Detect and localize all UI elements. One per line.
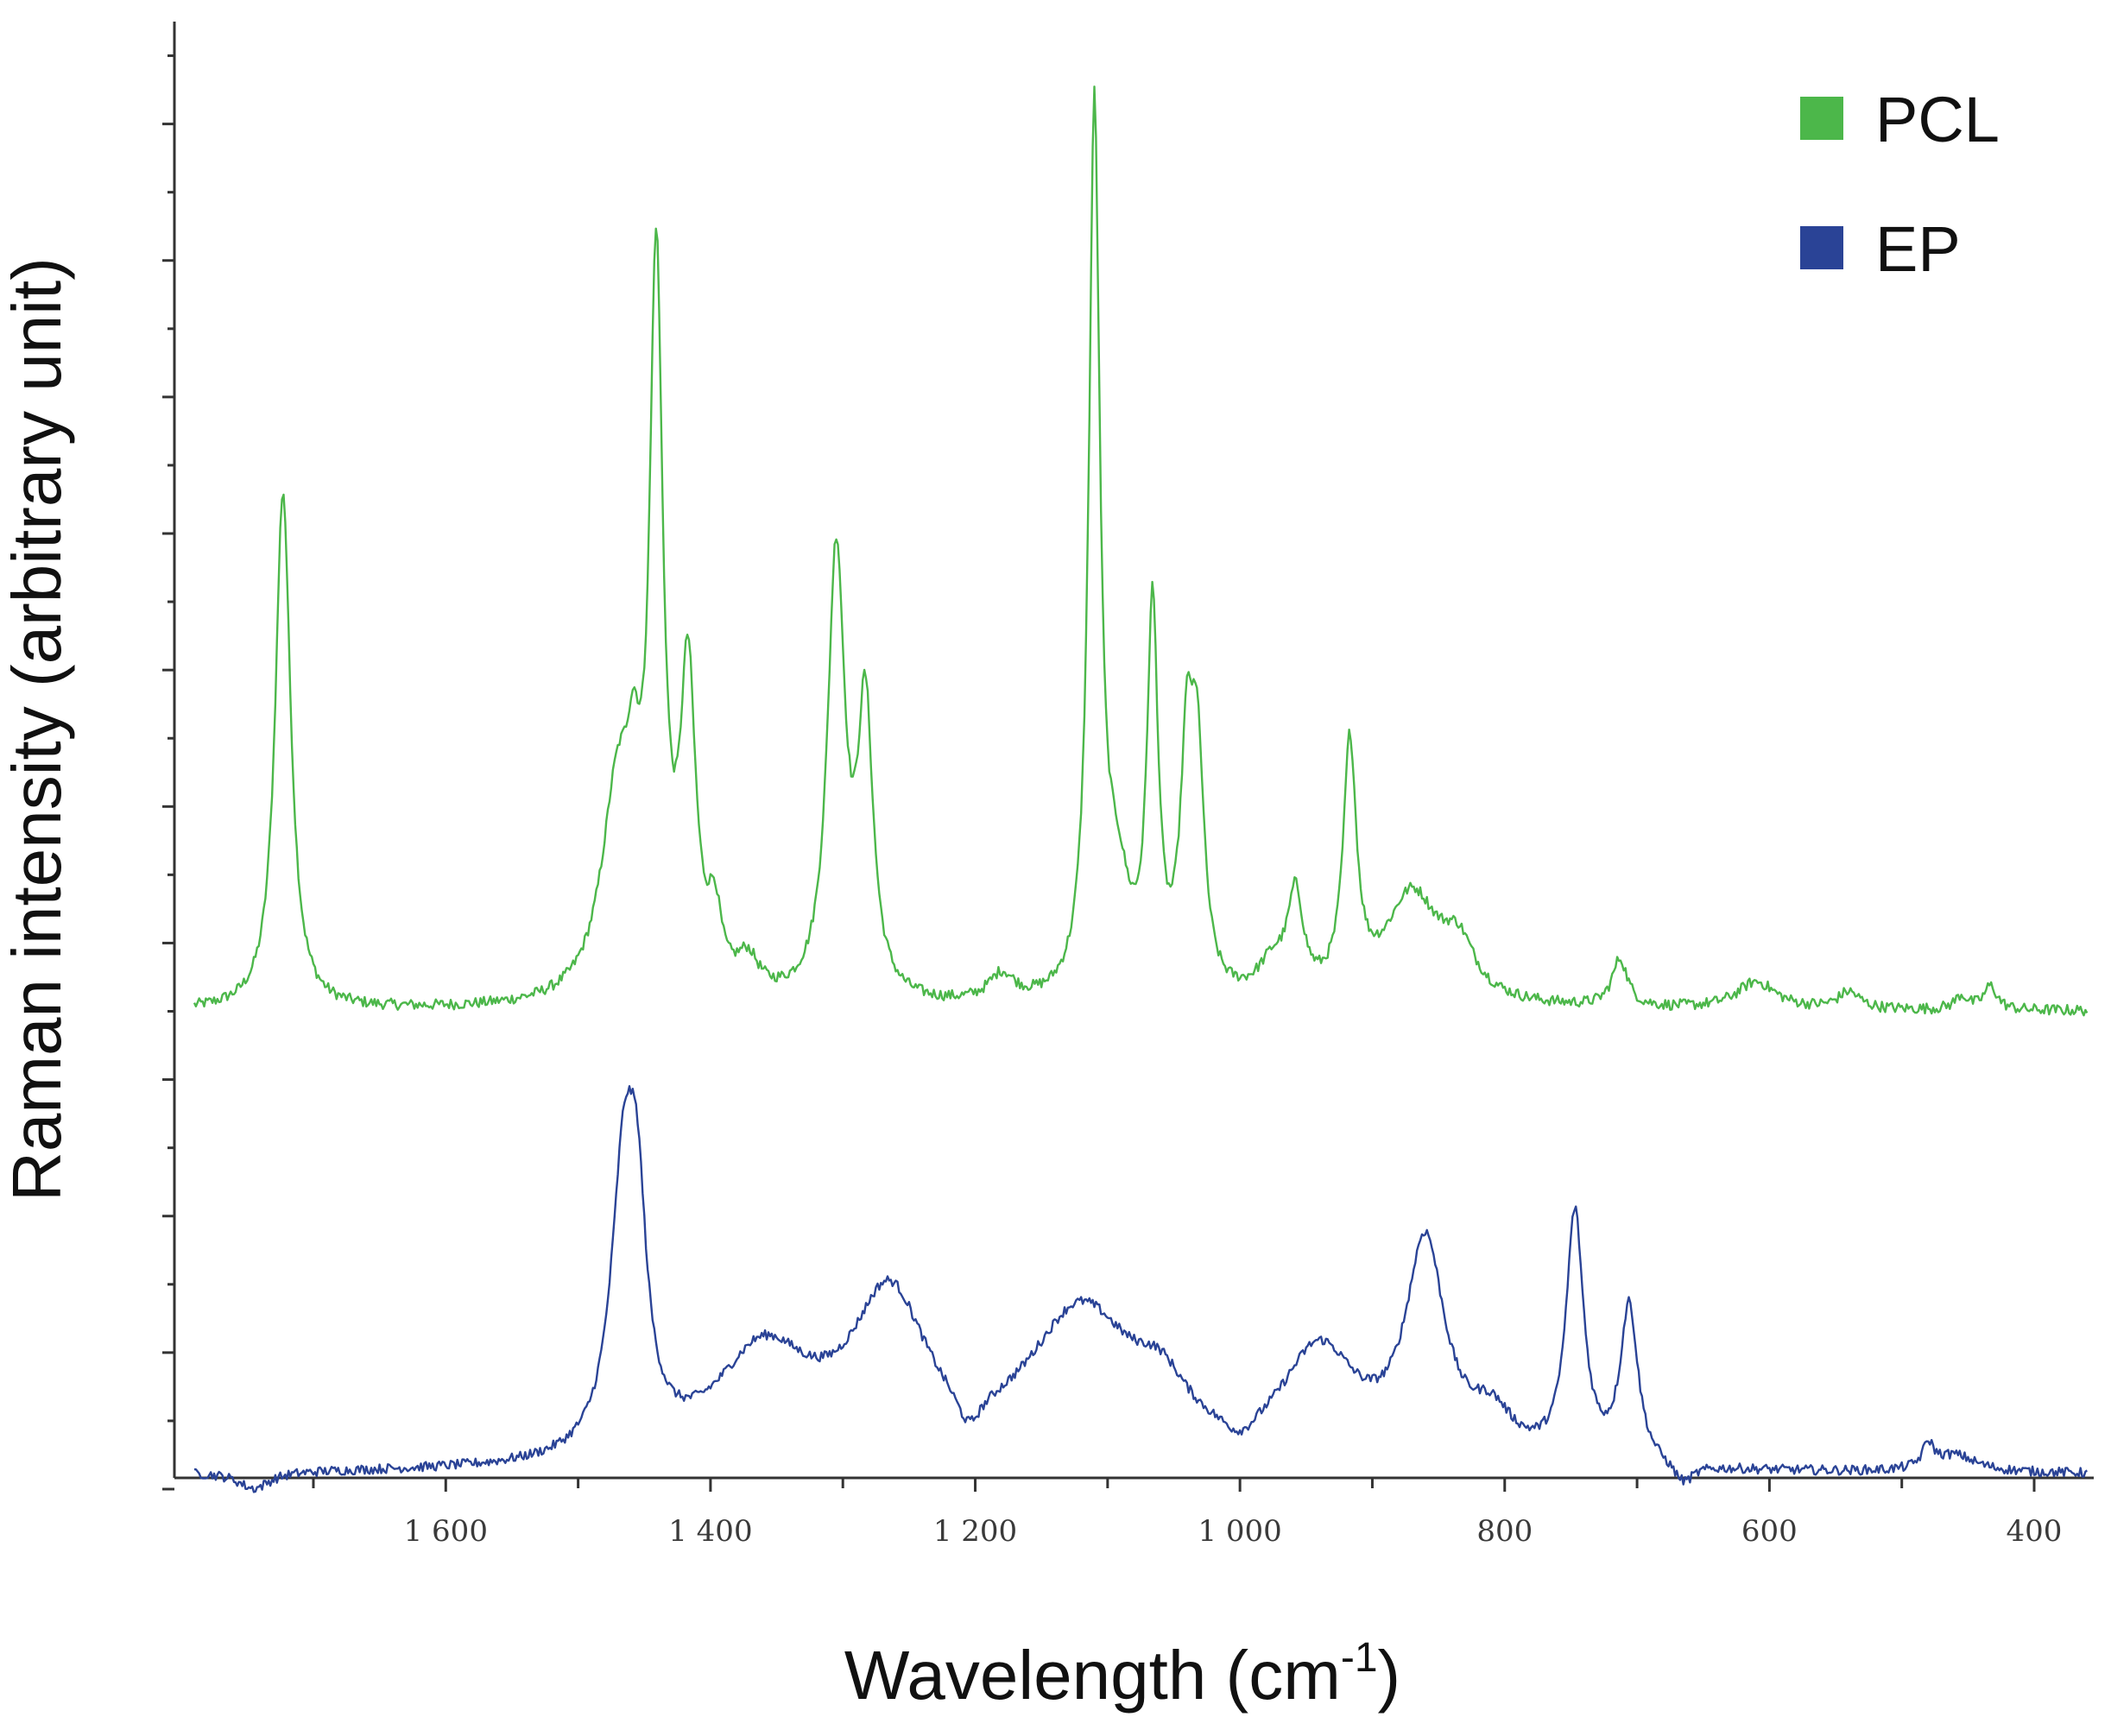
x-axis-title: Wavelength (cm-1) [844, 1635, 1400, 1714]
x-tick-label: 600 [1741, 1514, 1798, 1549]
x-axis-title-suffix: ) [1378, 1637, 1401, 1714]
x-tick-label: 1 400 [668, 1514, 752, 1549]
legend: PCL EP [1800, 84, 2000, 285]
x-axis-title-main: Wavelength (cm [844, 1637, 1341, 1714]
x-tick-label: 1 200 [933, 1514, 1017, 1549]
x-axis-ticks [312, 1478, 2036, 1492]
legend-label-ep: EP [1875, 213, 1961, 285]
series-line-ep [193, 1084, 2088, 1493]
x-axis-tick-labels: 1 600 1 400 1 200 1 000 800 600 400 [404, 1514, 2063, 1549]
x-tick-label: 800 [1476, 1514, 1533, 1549]
x-tick-label: 1 600 [404, 1514, 488, 1549]
x-axis-title-superscript: -1 [1341, 1635, 1378, 1681]
legend-swatch-pcl [1800, 97, 1843, 140]
series-line-pcl [193, 85, 2089, 1017]
x-tick-label: 1 000 [1198, 1514, 1281, 1549]
legend-swatch-ep [1800, 226, 1843, 269]
y-axis-title: Raman intensity (arbitrary unit) [0, 257, 75, 1202]
x-tick-label: 400 [2007, 1514, 2063, 1549]
legend-label-pcl: PCL [1875, 84, 2000, 155]
series-layer [193, 85, 2089, 1493]
